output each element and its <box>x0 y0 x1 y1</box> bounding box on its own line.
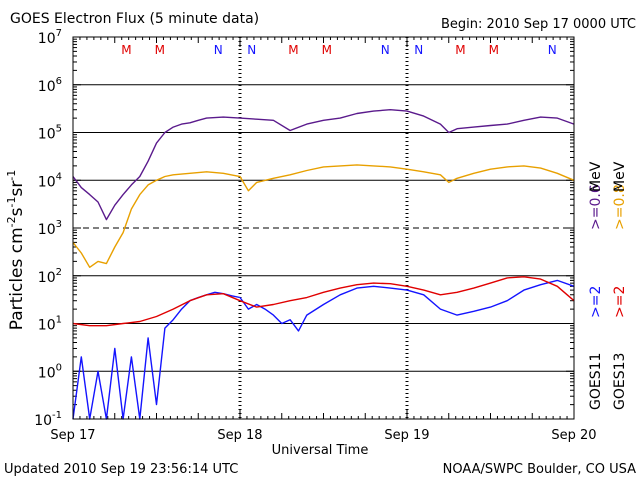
y-tick-label: 106 <box>38 76 62 95</box>
y-axis-label: Particles cm-2s-1sr-1 <box>5 170 27 331</box>
x-tick-label: Sep 19 <box>384 428 429 443</box>
legend: >=0.6 >=0.8 MeV MeV >=2 >=2 GOES11 GOES1… <box>588 161 628 410</box>
y-tick-label: 104 <box>38 171 62 190</box>
marker-M: M <box>322 43 332 57</box>
legend-sat-goes11: GOES11 <box>588 353 604 410</box>
y-tick-label: 103 <box>38 219 62 238</box>
y-tick-label: 100 <box>38 362 62 381</box>
marker-N: N <box>247 43 256 57</box>
legend-sat-goes13: GOES13 <box>612 353 628 410</box>
marker-N: N <box>381 43 390 57</box>
marker-M: M <box>489 43 499 57</box>
series-line-1 <box>72 164 575 268</box>
legend-low-goes11: >=0.6 <box>588 184 604 230</box>
plot-frame <box>72 36 575 420</box>
begin-time: Begin: 2010 Sep 17 0000 UTC <box>441 17 636 32</box>
series-line-0 <box>72 108 575 221</box>
marker-M: M <box>455 43 465 57</box>
y-tick-label: 105 <box>38 124 62 143</box>
marker-N: N <box>548 43 557 57</box>
legend-low-unit-goes13: MeV <box>612 161 628 192</box>
legend-high-goes11: >=2 <box>588 286 604 318</box>
legend-low-goes13: >=0.8 <box>612 184 628 230</box>
series-line-3 <box>72 276 575 327</box>
plot-area: 10-1 100 101 102 103 104 105 106 107 Sep 17 Sep 18… <box>34 28 596 443</box>
x-tick-label: Sep 18 <box>217 428 262 443</box>
legend-low-unit-goes11: MeV <box>588 161 604 192</box>
chart-title: GOES Electron Flux (5 minute data) <box>10 11 259 27</box>
x-axis-label: Universal Time <box>272 443 369 458</box>
y-tick-label: 10-1 <box>34 410 62 429</box>
x-tick-label: Sep 20 <box>551 428 596 443</box>
legend-high-goes13: >=2 <box>612 286 628 318</box>
credit: NOAA/SWPC Boulder, CO USA <box>443 462 636 477</box>
series-line-2 <box>72 279 575 420</box>
marker-N: N <box>414 43 423 57</box>
y-tick-label: 102 <box>38 267 62 286</box>
updated-time: Updated 2010 Sep 19 23:56:14 UTC <box>4 462 238 477</box>
marker-M: M <box>121 43 131 57</box>
marker-M: M <box>288 43 298 57</box>
marker-N: N <box>214 43 223 57</box>
x-tick-label: Sep 17 <box>50 428 95 443</box>
marker-M: M <box>155 43 165 57</box>
y-tick-label: 101 <box>38 315 62 334</box>
y-tick-label: 107 <box>38 28 62 47</box>
